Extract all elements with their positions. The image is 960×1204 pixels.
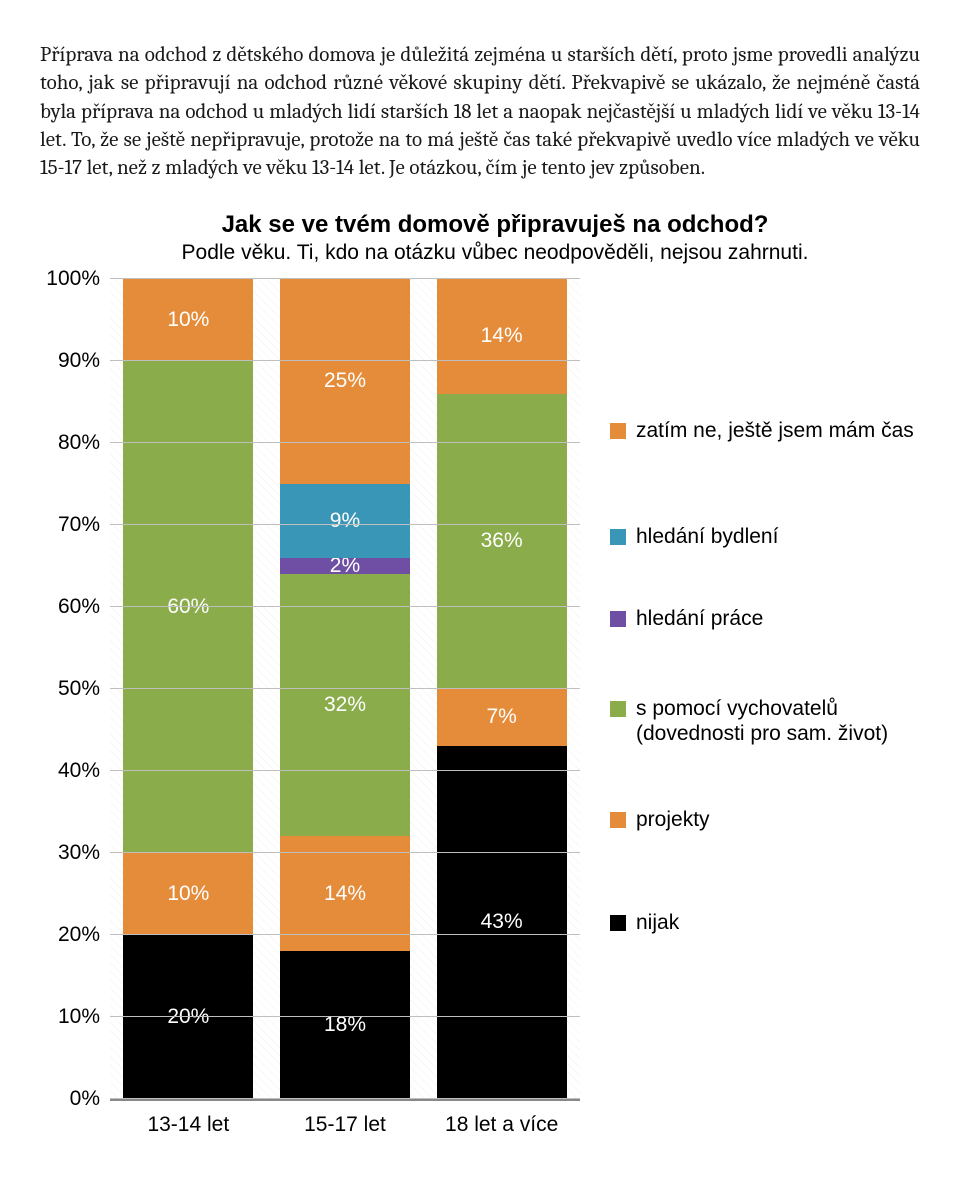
gridline	[110, 852, 580, 853]
legend-item: zatím ne, ještě jsem mám čas	[610, 418, 920, 443]
bar-segment-nijak: 43%	[437, 746, 567, 1099]
legend-swatch	[610, 812, 626, 828]
bar-segment-zatim_ne: 25%	[280, 279, 410, 484]
gridline	[110, 688, 580, 689]
x-axis-label: 15-17 let	[280, 1113, 410, 1137]
legend-label: hledání práce	[636, 606, 763, 631]
plot-area: 20% 10% 60% 10% 18% 14% 32% 2% 9% 25% 43% 7% 36% 14%	[110, 279, 580, 1101]
chart-body: 0%10%20%30%40%50%60%70%80%90%100% 20% 10%…	[40, 279, 920, 1137]
intro-paragraph: Příprava na odchod z dětského domova je …	[40, 41, 920, 183]
gridline	[110, 1098, 580, 1099]
bars-container: 20% 10% 60% 10% 18% 14% 32% 2% 9% 25% 43% 7% 36% 14%	[110, 279, 580, 1099]
legend-item: nijak	[610, 910, 920, 935]
gridline	[110, 278, 580, 279]
legend-label: zatím ne, ještě jsem mám čas	[636, 418, 914, 443]
x-axis: 13-14 let 15-17 let 18 let a více	[110, 1113, 580, 1137]
segment-value-label: 25%	[324, 369, 366, 393]
gridline	[110, 1016, 580, 1017]
bar-segment-nijak: 20%	[123, 935, 253, 1099]
legend-swatch	[610, 701, 626, 717]
gridline	[110, 770, 580, 771]
gridline	[110, 360, 580, 361]
legend-swatch	[610, 611, 626, 627]
legend-item: hledání bydlení	[610, 524, 920, 549]
bar-segment-prace: 2%	[280, 558, 410, 574]
segment-value-label: 36%	[481, 529, 523, 553]
segment-value-label: 14%	[481, 324, 523, 348]
segment-value-label: 14%	[324, 882, 366, 906]
bar-segment-zatim_ne: 10%	[123, 279, 253, 361]
segment-value-label: 9%	[330, 509, 360, 533]
plot-column: 0%10%20%30%40%50%60%70%80%90%100% 20% 10%…	[40, 279, 580, 1137]
legend-label: s pomocí vychovatelů (dovednosti pro sam…	[636, 696, 920, 746]
bar: 18% 14% 32% 2% 9% 25%	[280, 279, 410, 1099]
segment-value-label: 60%	[167, 595, 209, 619]
segment-value-label: 32%	[324, 693, 366, 717]
bar-segment-projekty: 7%	[437, 689, 567, 746]
gridline	[110, 934, 580, 935]
legend-item: projekty	[610, 807, 920, 832]
legend-label: nijak	[636, 910, 679, 935]
x-axis-label: 13-14 let	[123, 1113, 253, 1137]
legend-label: hledání bydlení	[636, 524, 778, 549]
bar-segment-bydleni: 9%	[280, 484, 410, 558]
chart-subtitle: Podle věku. Ti, kdo na otázku vůbec neod…	[70, 241, 920, 265]
legend-item: hledání práce	[610, 606, 920, 631]
legend: zatím ne, ještě jsem mám čas hledání bydl…	[610, 279, 920, 1099]
segment-value-label: 7%	[486, 705, 516, 729]
legend-item: s pomocí vychovatelů (dovednosti pro sam…	[610, 696, 920, 746]
segment-value-label: 10%	[167, 308, 209, 332]
bar-segment-projekty: 10%	[123, 853, 253, 935]
bar-segment-vychov: 36%	[437, 394, 567, 689]
chart-titles: Jak se ve tvém domově připravuješ na odc…	[70, 211, 920, 265]
bar: 43% 7% 36% 14%	[437, 279, 567, 1099]
bar-segment-nijak: 18%	[280, 951, 410, 1099]
legend-swatch	[610, 423, 626, 439]
x-axis-label: 18 let a více	[437, 1113, 567, 1137]
bar-segment-vychov: 60%	[123, 361, 253, 853]
legend-label: projekty	[636, 807, 710, 832]
segment-value-label: 20%	[167, 1005, 209, 1029]
bar-segment-vychov: 32%	[280, 574, 410, 836]
segment-value-label: 43%	[481, 910, 523, 934]
gridline	[110, 524, 580, 525]
gridline	[110, 606, 580, 607]
bar-segment-zatim_ne: 14%	[437, 279, 567, 394]
legend-swatch	[610, 915, 626, 931]
bar: 20% 10% 60% 10%	[123, 279, 253, 1099]
segment-value-label: 10%	[167, 882, 209, 906]
y-axis: 0%10%20%30%40%50%60%70%80%90%100%	[40, 279, 110, 1099]
chart: Jak se ve tvém domově připravuješ na odc…	[40, 211, 920, 1137]
gridline	[110, 442, 580, 443]
chart-title: Jak se ve tvém domově připravuješ na odc…	[70, 211, 920, 239]
legend-swatch	[610, 529, 626, 545]
